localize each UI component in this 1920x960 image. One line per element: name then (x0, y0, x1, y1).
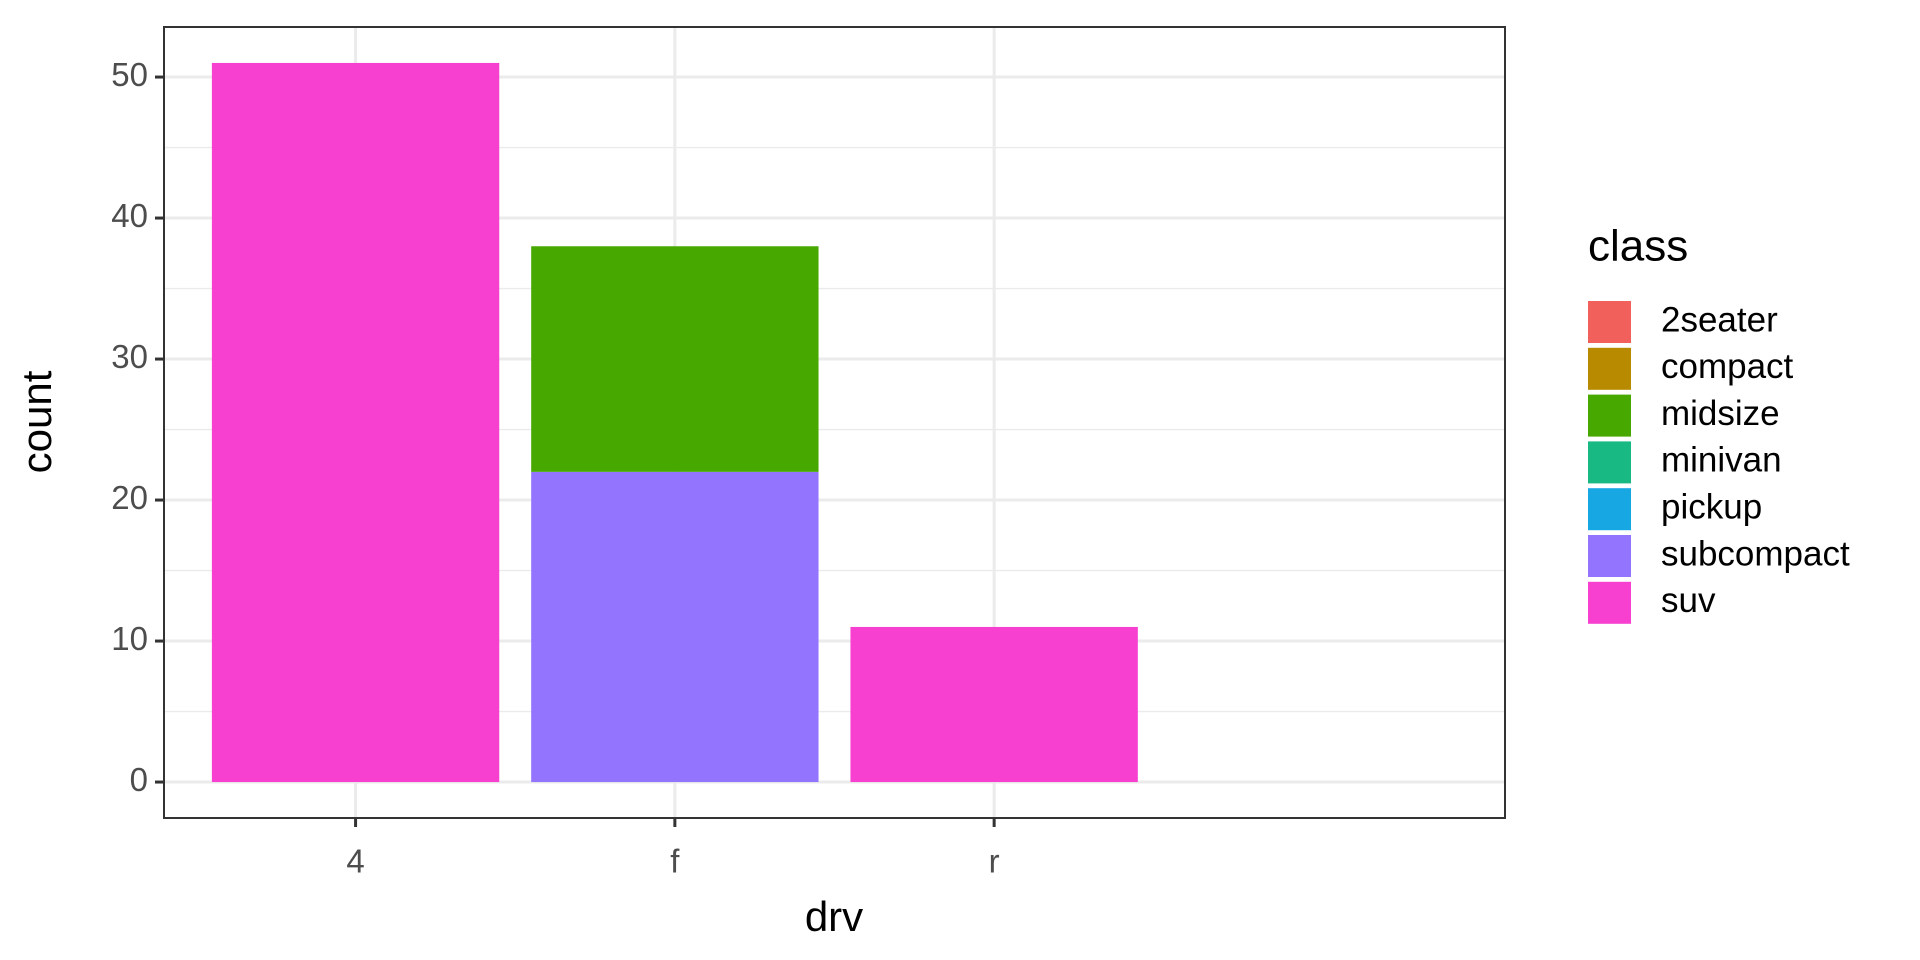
legend-label: subcompact (1661, 534, 1850, 573)
bar-segment (531, 471, 819, 783)
legend-label: minivan (1661, 441, 1782, 480)
y-tick-label: 30 (111, 338, 148, 375)
x-axis-title: drv (805, 893, 863, 940)
legend-key (1588, 581, 1631, 624)
y-tick-label: 0 (130, 761, 148, 798)
legend-key (1588, 347, 1631, 390)
panel-border (163, 26, 1506, 819)
legend-label: midsize (1661, 394, 1780, 433)
legend-key (1588, 441, 1631, 484)
legend-label: pickup (1661, 487, 1762, 526)
legend-key (1588, 535, 1631, 577)
y-tick-label: 40 (111, 197, 148, 234)
legend-title: class (1588, 222, 1688, 271)
x-tick-label: 4 (346, 843, 364, 880)
y-tick-label: 10 (111, 620, 148, 657)
bar-segment (850, 626, 1138, 783)
legend-key (1588, 301, 1631, 343)
x-tick-label: f (670, 843, 680, 880)
y-tick-label: 20 (111, 479, 148, 516)
x-tick-label: r (989, 843, 1000, 880)
legend-label: compact (1661, 347, 1794, 386)
legend-label: 2seater (1661, 300, 1778, 339)
bar-segment (211, 62, 500, 783)
legend-label: suv (1661, 581, 1716, 620)
y-axis-title: count (13, 370, 60, 473)
bar-segment (531, 246, 819, 472)
y-tick-label: 50 (111, 56, 148, 93)
legend-key (1588, 394, 1631, 437)
legend-key (1588, 488, 1631, 531)
